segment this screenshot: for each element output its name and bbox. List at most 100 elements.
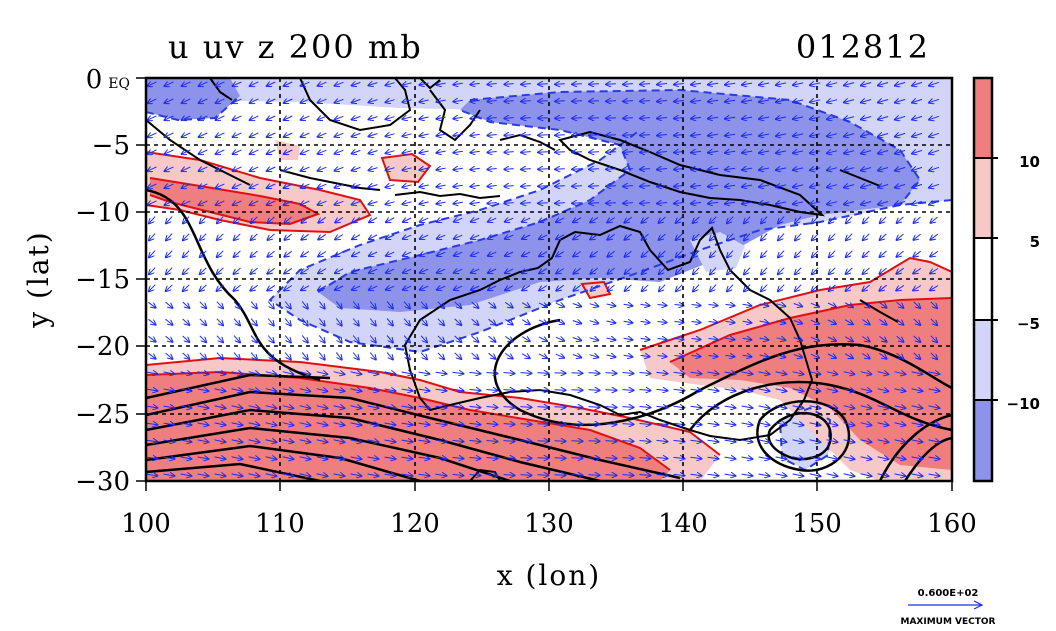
- wind-vector-arrow: [216, 99, 225, 103]
- wind-vector-arrow: [589, 338, 599, 341]
- wind-vector-arrow: [928, 457, 940, 459]
- wind-vector-arrow: [863, 267, 870, 274]
- wind-vector-arrow: [589, 186, 599, 187]
- wind-vector-arrow: [623, 118, 633, 119]
- wind-vector-arrow: [318, 201, 327, 205]
- wind-vector-arrow: [691, 322, 701, 323]
- wind-vector-arrow: [844, 320, 853, 325]
- wind-vector-arrow: [352, 184, 361, 187]
- wind-vector-arrow: [607, 250, 615, 257]
- wind-vector-arrow: [809, 440, 821, 442]
- wind-vector-arrow: [214, 457, 226, 459]
- wind-vector-arrow: [216, 82, 225, 86]
- wind-vector-arrow: [880, 216, 887, 223]
- wind-vector-arrow: [554, 407, 566, 408]
- wind-vector-arrow: [369, 185, 378, 188]
- wind-vector-arrow: [316, 406, 328, 409]
- wind-vector-arrow: [538, 303, 547, 307]
- wind-vector-arrow: [844, 117, 855, 120]
- wind-vector-arrow: [537, 475, 549, 476]
- wind-vector-arrow: [843, 457, 855, 459]
- wind-vector-arrow: [453, 100, 463, 101]
- wind-vector-arrow: [846, 250, 853, 257]
- wind-vector-arrow: [454, 352, 462, 359]
- wind-vector-arrow: [420, 218, 429, 222]
- wind-vector-arrow: [759, 83, 770, 85]
- wind-vector-arrow: [367, 474, 379, 476]
- wind-vector-arrow: [691, 100, 702, 101]
- wind-vector-arrow: [795, 216, 802, 224]
- wind-vector-arrow: [727, 250, 734, 258]
- wind-vector-arrow: [846, 216, 853, 224]
- x-tick-label: 140: [658, 509, 708, 539]
- wind-vector-arrow: [299, 423, 311, 426]
- wind-vector-arrow: [912, 82, 923, 85]
- wind-vector-arrow: [657, 186, 668, 187]
- wind-vector-arrow: [352, 318, 359, 326]
- wind-vector-arrow: [233, 150, 242, 154]
- wind-vector-arrow: [470, 100, 480, 101]
- wind-vector-arrow: [707, 406, 719, 408]
- wind-vector-arrow: [470, 83, 480, 84]
- wind-vector-arrow: [486, 475, 498, 476]
- wind-vector-arrow: [166, 284, 173, 291]
- wind-vector-arrow: [860, 474, 872, 476]
- wind-vector-arrow: [894, 440, 906, 442]
- wind-vector-arrow: [605, 475, 617, 476]
- wind-vector-arrow: [146, 474, 158, 476]
- wind-vector-arrow: [488, 286, 497, 290]
- wind-vector-arrow: [163, 423, 175, 425]
- wind-vector-arrow: [895, 116, 906, 119]
- wind-vector-arrow: [505, 235, 514, 239]
- wind-vector-arrow: [248, 474, 260, 476]
- wind-vector-arrow: [554, 424, 566, 425]
- wind-vector-arrow: [487, 169, 497, 170]
- wind-vector-arrow: [148, 184, 157, 188]
- wind-vector-arrow: [690, 440, 702, 441]
- wind-vector-arrow: [792, 474, 804, 476]
- wind-vector-arrow: [352, 252, 361, 256]
- wind-vector-arrow: [878, 134, 889, 137]
- wind-vector-arrow: [403, 218, 412, 222]
- wind-vector-arrow: [896, 318, 904, 325]
- wind-vector-arrow: [793, 338, 802, 341]
- wind-vector-arrow: [537, 407, 549, 408]
- wind-vector-arrow: [505, 218, 514, 222]
- wind-vector-arrow: [233, 99, 242, 103]
- wind-vector-arrow: [335, 269, 344, 273]
- wind-vector-arrow: [199, 150, 208, 154]
- wind-vector-arrow: [267, 201, 276, 205]
- wind-vector-arrow: [894, 372, 906, 375]
- wind-vector-arrow: [250, 267, 258, 274]
- wind-vector-arrow: [146, 423, 158, 425]
- wind-vector-arrow: [708, 117, 719, 118]
- wind-vector-arrow: [386, 252, 395, 256]
- wind-vector-arrow: [386, 218, 395, 222]
- wind-vector-arrow: [913, 318, 921, 325]
- wind-vector-arrow: [554, 390, 566, 391]
- wind-vector-arrow: [386, 286, 395, 290]
- wind-vector-arrow: [384, 406, 396, 408]
- wind-vector-arrow: [183, 284, 190, 291]
- wind-vector-arrow: [301, 250, 310, 256]
- wind-vector-arrow: [759, 151, 770, 153]
- wind-vector-arrow: [795, 250, 802, 258]
- wind-vector-arrow: [420, 269, 429, 273]
- wind-vector-arrow: [826, 440, 838, 442]
- wind-vector-arrow: [912, 116, 923, 119]
- wind-vector-arrow: [437, 318, 444, 325]
- wind-vector-arrow: [504, 186, 514, 187]
- wind-vector-arrow: [265, 440, 277, 442]
- wind-vector-arrow: [844, 202, 855, 205]
- wind-vector-arrow: [928, 389, 940, 391]
- wind-vector-arrow: [248, 423, 260, 425]
- wind-vector-arrow: [420, 235, 429, 239]
- wind-vector-arrow: [589, 152, 599, 153]
- wind-vector-arrow: [470, 168, 480, 169]
- wind-vector-arrow: [487, 118, 497, 119]
- wind-vector-arrow: [318, 269, 327, 274]
- wind-vector-arrow: [759, 185, 770, 187]
- wind-vector-arrow: [146, 389, 158, 391]
- wind-vector-arrow: [571, 407, 583, 408]
- wind-vector-arrow: [860, 457, 872, 459]
